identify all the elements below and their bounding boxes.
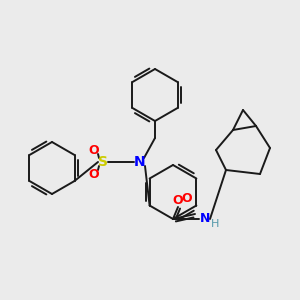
Text: O: O [89,143,99,157]
Text: N: N [200,212,210,226]
Text: N: N [134,155,146,169]
Text: O: O [89,167,99,181]
Text: S: S [98,155,108,169]
Text: O: O [173,194,183,208]
Text: H: H [211,219,219,229]
Text: O: O [182,193,192,206]
